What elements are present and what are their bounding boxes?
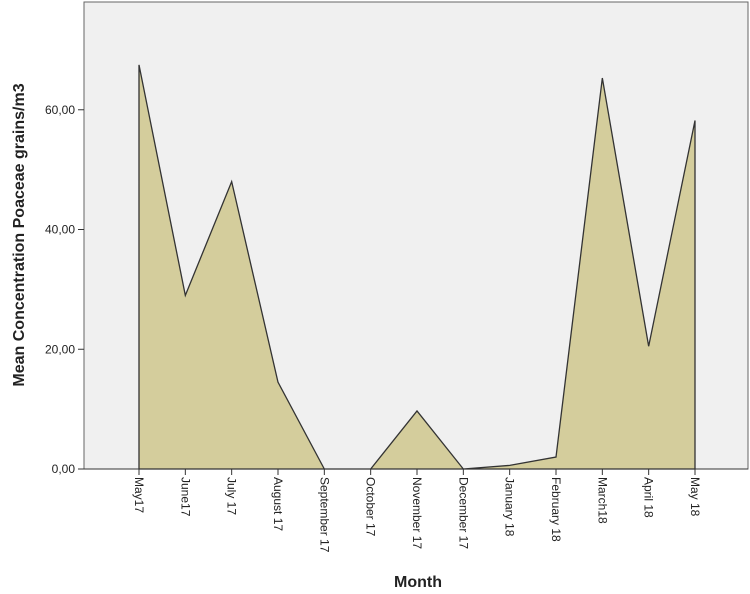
x-tick-label: December 17 [456,477,470,549]
x-tick-label: July 17 [225,477,239,515]
x-tick-label: October 17 [364,477,378,537]
x-tick-label: May 18 [688,477,702,517]
y-tick-label: 60,00 [45,103,75,117]
x-tick-label: August 17 [271,477,285,531]
y-tick-label: 40,00 [45,223,75,237]
x-tick-label: June17 [178,477,192,517]
x-tick-label: May17 [132,477,146,513]
x-axis: May17 June17 July 17 August 17 September 17 O… [84,468,748,553]
x-axis-title: Month [394,574,442,591]
y-tick-label: 0,00 [52,462,76,476]
y-axis: 0,00 20,00 40,00 60,00 [45,2,85,476]
x-tick-label: November 17 [410,477,424,549]
x-tick-label: September 17 [317,477,331,553]
y-axis-title: Mean Concentration Poaceae grains/m3 [11,83,28,386]
y-tick-label: 20,00 [45,342,75,356]
area-series [138,64,696,470]
x-tick-label: February 18 [549,477,563,542]
x-tick-label: January 18 [503,477,517,537]
x-tick-label: March18 [595,477,609,524]
x-tick-label: April 18 [642,477,656,518]
